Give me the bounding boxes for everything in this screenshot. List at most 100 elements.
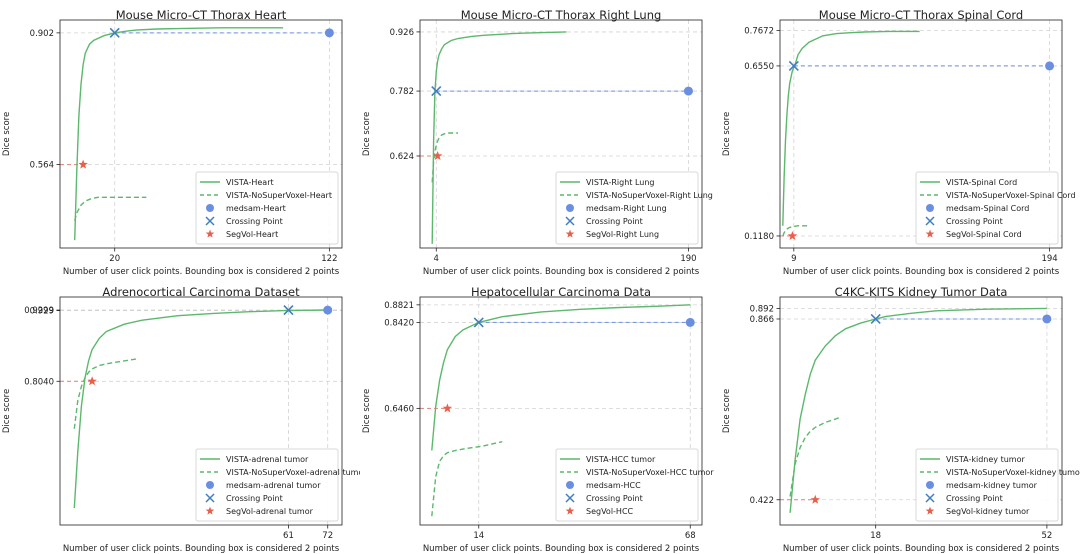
legend-label: Crossing Point <box>586 217 643 226</box>
axes-frame <box>59 19 343 249</box>
legend-marker-segvol <box>205 506 215 515</box>
chart-panel: Mouse Micro-CT Thorax Spinal Cord 9 194 0.1… <box>722 8 1076 277</box>
vista-series-line <box>73 309 328 509</box>
crossing-point-marker <box>788 60 799 71</box>
x-tick-label: 72 <box>322 531 333 541</box>
crossing-stroke <box>925 493 935 503</box>
medsam-point <box>683 86 693 96</box>
x-tick-label: 68 <box>685 531 696 541</box>
legend-box <box>915 171 1059 245</box>
segvol-point <box>787 231 798 240</box>
crossing-stroke <box>205 216 215 226</box>
x-tick-label: 52 <box>1041 531 1052 541</box>
chart-title: Hepatocellular Carcinoma Data <box>471 285 651 299</box>
legend-box <box>555 448 699 522</box>
y-tick-label: 0.422 <box>750 496 774 506</box>
nosupervoxel-series-line <box>782 225 809 237</box>
axes-frame <box>419 296 703 526</box>
medsam-point <box>324 28 334 38</box>
crossing-point-marker <box>473 317 484 328</box>
legend: VISTA-Spinal Cord VISTA-NoSuperVoxel-Spin… <box>915 171 1076 245</box>
x-tick-label: 14 <box>473 531 484 541</box>
legend-label: VISTA-kidney tumor <box>946 455 1025 464</box>
legend-label: SegVol-Right Lung <box>586 230 659 239</box>
legend-marker-segvol <box>565 229 575 238</box>
y-axis-label: Dice score <box>2 112 12 156</box>
vista-series-line <box>782 30 920 226</box>
legend: VISTA-Heart VISTA-NoSuperVoxel-Heart medsa… <box>195 171 339 245</box>
legend: VISTA-HCC tumor VISTA-NoSuperVoxel-HCC tu… <box>555 448 714 522</box>
nosupervoxel-series-line <box>789 416 841 497</box>
medsam-point <box>1045 61 1055 71</box>
x-axis-label: Number of user click points. Bounding bo… <box>63 544 340 554</box>
crossing-point-marker <box>870 313 881 325</box>
x-tick-label: 20 <box>109 254 120 264</box>
medsam-point <box>323 305 333 315</box>
legend-label: medsam-adrenal tumor <box>226 481 321 490</box>
legend-label: SegVol-adrenal tumor <box>226 507 314 516</box>
crossing-point-marker <box>431 86 442 97</box>
legend-label: medsam-HCC <box>586 481 641 490</box>
legend-box <box>915 448 1059 522</box>
axes-frame <box>779 19 1063 249</box>
legend-label: VISTA-NoSuperVoxel-Heart <box>226 191 332 200</box>
legend-label: medsam-Right Lung <box>586 204 667 213</box>
legend-box <box>195 448 339 522</box>
legend-label: VISTA-Spinal Cord <box>946 178 1017 187</box>
x-tick-label: 18 <box>870 531 881 541</box>
legend-label: medsam-kidney tumor <box>946 481 1038 490</box>
legend-marker-crossing <box>925 216 935 226</box>
legend-label: medsam-Heart <box>226 204 286 213</box>
y-tick-label: 0.9299 <box>24 306 54 316</box>
y-tick-label: 0.782 <box>390 87 414 97</box>
vista-series-line <box>789 307 1047 513</box>
y-axis-label: Dice score <box>2 389 12 433</box>
chart-title: Adrenocortical Carcinoma Dataset <box>102 285 300 299</box>
nosupervoxel-series-line <box>74 196 147 221</box>
y-tick-label: 0.892 <box>750 304 774 314</box>
y-tick-label: 0.564 <box>30 161 54 171</box>
vista-series-line <box>431 304 691 451</box>
y-tick-label: 0.8040 <box>24 377 54 387</box>
legend-box <box>195 171 339 245</box>
segvol-point <box>78 159 88 169</box>
legend-label: Crossing Point <box>226 494 283 503</box>
legend-label: VISTA-NoSuperVoxel-adrenal tumor <box>226 468 360 477</box>
chart-panel: Adrenocortical Carcinoma Dataset 61 72 0.80… <box>2 285 360 554</box>
chart-panel: Mouse Micro-CT Thorax Right Lung 4 190 0.62… <box>362 8 713 277</box>
chart-title: Mouse Micro-CT Thorax Spinal Cord <box>819 8 1023 22</box>
x-tick-label: 194 <box>1041 254 1057 264</box>
legend-label: Crossing Point <box>946 217 1003 226</box>
legend: VISTA-Right Lung VISTA-NoSuperVoxel-Right… <box>555 171 713 245</box>
x-tick-label: 4 <box>434 254 439 264</box>
x-tick-label: 9 <box>791 254 796 264</box>
y-tick-label: 0.8420 <box>384 318 414 328</box>
legend-label: Crossing Point <box>226 217 283 226</box>
legend-label: VISTA-Heart <box>226 178 274 187</box>
x-tick-label: 122 <box>321 254 337 264</box>
legend-label: VISTA-NoSuperVoxel-Spinal Cord <box>946 191 1076 200</box>
y-tick-label: 0.6550 <box>744 62 774 72</box>
segvol-point <box>432 151 443 160</box>
axes-frame <box>419 19 703 249</box>
legend-label: SegVol-Heart <box>226 230 278 239</box>
chart-title: Mouse Micro-CT Thorax Right Lung <box>461 8 662 22</box>
legend-label: medsam-Spinal Cord <box>946 204 1029 213</box>
legend-marker-segvol <box>205 229 215 238</box>
crossing-stroke <box>870 313 881 325</box>
segvol-point <box>442 403 453 413</box>
medsam-point <box>685 317 695 327</box>
y-tick-label: 0.1180 <box>744 232 774 242</box>
segvol-point <box>87 376 97 386</box>
y-tick-label: 0.902 <box>30 29 54 39</box>
crossing-stroke <box>925 216 935 226</box>
y-tick-label: 0.926 <box>390 28 414 38</box>
chart-title: Mouse Micro-CT Thorax Heart <box>116 8 287 22</box>
legend-marker-medsam <box>926 204 934 212</box>
legend-marker-crossing <box>205 493 215 503</box>
legend-marker-crossing <box>565 493 575 503</box>
crossing-stroke <box>431 86 442 97</box>
crossing-stroke <box>473 317 484 328</box>
legend-label: VISTA-NoSuperVoxel-kidney tumor <box>946 468 1080 477</box>
